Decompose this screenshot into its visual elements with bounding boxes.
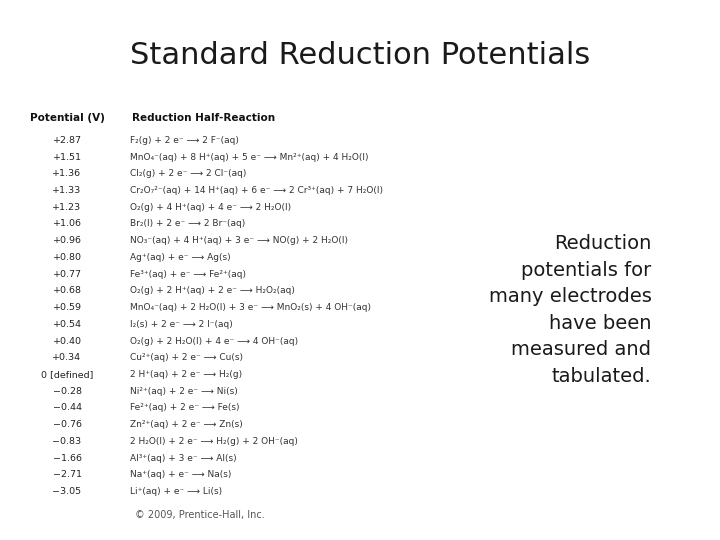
Text: NO₃⁻(aq) + 4 H⁺(aq) + 3 e⁻ ⟶ NO(g) + 2 H₂O(l): NO₃⁻(aq) + 4 H⁺(aq) + 3 e⁻ ⟶ NO(g) + 2 H… — [130, 236, 348, 245]
Text: Cu²⁺(aq) + 2 e⁻ ⟶ Cu(s): Cu²⁺(aq) + 2 e⁻ ⟶ Cu(s) — [130, 353, 243, 362]
Text: +0.68: +0.68 — [53, 286, 81, 295]
Text: −0.28: −0.28 — [53, 387, 81, 396]
Text: MnO₄⁻(aq) + 2 H₂O(l) + 3 e⁻ ⟶ MnO₂(s) + 4 OH⁻(aq): MnO₄⁻(aq) + 2 H₂O(l) + 3 e⁻ ⟶ MnO₂(s) + … — [130, 303, 371, 312]
Text: MnO₄⁻(aq) + 8 H⁺(aq) + 5 e⁻ ⟶ Mn²⁺(aq) + 4 H₂O(l): MnO₄⁻(aq) + 8 H⁺(aq) + 5 e⁻ ⟶ Mn²⁺(aq) +… — [130, 153, 368, 161]
Text: Fe³⁺(aq) + e⁻ ⟶ Fe²⁺(aq): Fe³⁺(aq) + e⁻ ⟶ Fe²⁺(aq) — [130, 269, 246, 279]
Text: +1.36: +1.36 — [53, 170, 81, 178]
Text: Al³⁺(aq) + 3 e⁻ ⟶ Al(s): Al³⁺(aq) + 3 e⁻ ⟶ Al(s) — [130, 454, 236, 463]
Text: −2.71: −2.71 — [53, 470, 81, 480]
Text: O₂(g) + 2 H⁺(aq) + 2 e⁻ ⟶ H₂O₂(aq): O₂(g) + 2 H⁺(aq) + 2 e⁻ ⟶ H₂O₂(aq) — [130, 286, 294, 295]
Text: Cl₂(g) + 2 e⁻ ⟶ 2 Cl⁻(aq): Cl₂(g) + 2 e⁻ ⟶ 2 Cl⁻(aq) — [130, 170, 246, 178]
Text: Cr₂O₇²⁻(aq) + 14 H⁺(aq) + 6 e⁻ ⟶ 2 Cr³⁺(aq) + 7 H₂O(l): Cr₂O₇²⁻(aq) + 14 H⁺(aq) + 6 e⁻ ⟶ 2 Cr³⁺(… — [130, 186, 383, 195]
Text: Fe²⁺(aq) + 2 e⁻ ⟶ Fe(s): Fe²⁺(aq) + 2 e⁻ ⟶ Fe(s) — [130, 403, 239, 413]
Text: 2 H⁺(aq) + 2 e⁻ ⟶ H₂(g): 2 H⁺(aq) + 2 e⁻ ⟶ H₂(g) — [130, 370, 242, 379]
Text: O₂(g) + 4 H⁺(aq) + 4 e⁻ ⟶ 2 H₂O(l): O₂(g) + 4 H⁺(aq) + 4 e⁻ ⟶ 2 H₂O(l) — [130, 203, 291, 212]
Text: +1.33: +1.33 — [53, 186, 81, 195]
Text: Ni²⁺(aq) + 2 e⁻ ⟶ Ni(s): Ni²⁺(aq) + 2 e⁻ ⟶ Ni(s) — [130, 387, 238, 396]
Text: −3.05: −3.05 — [53, 487, 81, 496]
Text: © 2009, Prentice-Hall, Inc.: © 2009, Prentice-Hall, Inc. — [135, 510, 265, 520]
Text: −0.83: −0.83 — [53, 437, 81, 446]
Text: Potential (V): Potential (V) — [30, 113, 104, 123]
Text: F₂(g) + 2 e⁻ ⟶ 2 F⁻(aq): F₂(g) + 2 e⁻ ⟶ 2 F⁻(aq) — [130, 136, 238, 145]
Text: Na⁺(aq) + e⁻ ⟶ Na(s): Na⁺(aq) + e⁻ ⟶ Na(s) — [130, 470, 231, 480]
Text: +0.80: +0.80 — [53, 253, 81, 262]
Text: 2 H₂O(l) + 2 e⁻ ⟶ H₂(g) + 2 OH⁻(aq): 2 H₂O(l) + 2 e⁻ ⟶ H₂(g) + 2 OH⁻(aq) — [130, 437, 297, 446]
Text: −0.76: −0.76 — [53, 420, 81, 429]
Text: +0.96: +0.96 — [53, 236, 81, 245]
Text: +1.06: +1.06 — [53, 219, 81, 228]
Text: −0.44: −0.44 — [53, 403, 81, 413]
Text: +1.23: +1.23 — [53, 203, 81, 212]
Text: −1.66: −1.66 — [53, 454, 81, 463]
Text: +1.51: +1.51 — [53, 153, 81, 161]
Text: +2.87: +2.87 — [53, 136, 81, 145]
Text: I₂(s) + 2 e⁻ ⟶ 2 I⁻(aq): I₂(s) + 2 e⁻ ⟶ 2 I⁻(aq) — [130, 320, 233, 329]
Text: +0.77: +0.77 — [53, 269, 81, 279]
Text: +0.40: +0.40 — [53, 336, 81, 346]
Text: Reduction
potentials for
many electrodes
have been
measured and
tabulated.: Reduction potentials for many electrodes… — [489, 234, 652, 386]
Text: Ag⁺(aq) + e⁻ ⟶ Ag(s): Ag⁺(aq) + e⁻ ⟶ Ag(s) — [130, 253, 230, 262]
Text: Br₂(l) + 2 e⁻ ⟶ 2 Br⁻(aq): Br₂(l) + 2 e⁻ ⟶ 2 Br⁻(aq) — [130, 219, 245, 228]
Text: +0.34: +0.34 — [53, 353, 81, 362]
Text: 0 [defined]: 0 [defined] — [41, 370, 93, 379]
Text: +0.59: +0.59 — [53, 303, 81, 312]
Text: +0.54: +0.54 — [53, 320, 81, 329]
Text: Standard Reduction Potentials: Standard Reduction Potentials — [130, 40, 590, 70]
Text: Reduction Half-Reaction: Reduction Half-Reaction — [132, 113, 275, 123]
Text: Li⁺(aq) + e⁻ ⟶ Li(s): Li⁺(aq) + e⁻ ⟶ Li(s) — [130, 487, 222, 496]
Text: O₂(g) + 2 H₂O(l) + 4 e⁻ ⟶ 4 OH⁻(aq): O₂(g) + 2 H₂O(l) + 4 e⁻ ⟶ 4 OH⁻(aq) — [130, 336, 298, 346]
Text: Zn²⁺(aq) + 2 e⁻ ⟶ Zn(s): Zn²⁺(aq) + 2 e⁻ ⟶ Zn(s) — [130, 420, 243, 429]
